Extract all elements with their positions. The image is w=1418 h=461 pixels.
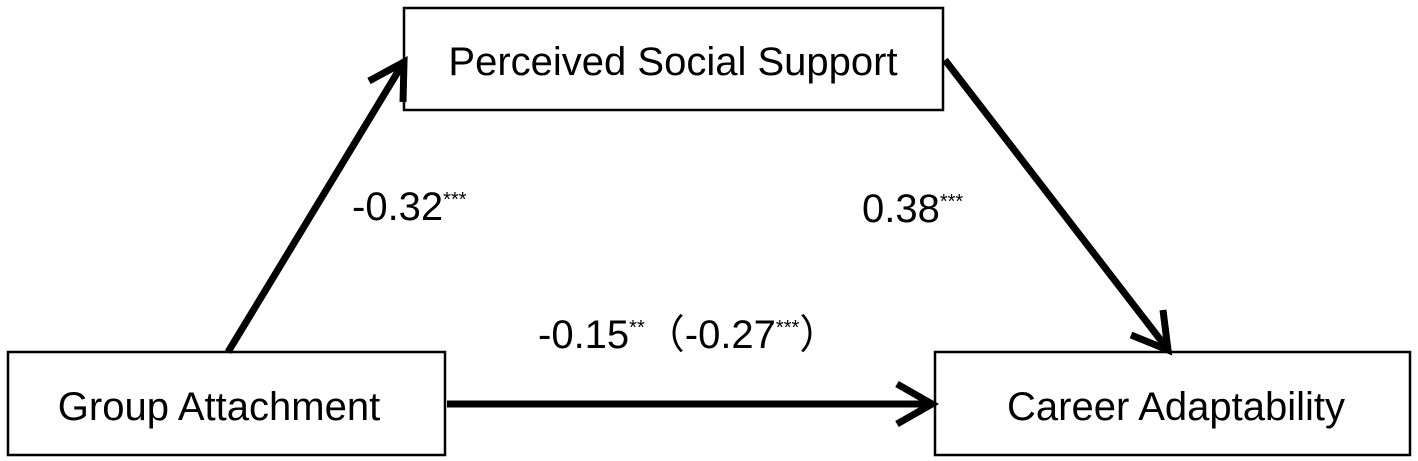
coefficient: 0.38 — [862, 187, 940, 231]
node-label: Perceived Social Support — [448, 40, 897, 84]
total-coefficient: -0.27 — [685, 313, 776, 357]
node-label: Career Adaptability — [1007, 385, 1345, 429]
edge-label: 0.38*** — [862, 187, 963, 231]
node-box — [6, 350, 447, 457]
total-significance: *** — [776, 317, 800, 339]
coefficient: -0.15 — [538, 313, 629, 357]
arrowhead — [1129, 309, 1173, 356]
node-label: Group Attachment — [58, 385, 380, 429]
arrow — [225, 63, 405, 354]
parenthesis: （ — [645, 313, 685, 357]
node-box — [402, 6, 945, 112]
edge-label: -0.32*** — [352, 185, 467, 229]
parenthesis: ） — [799, 313, 839, 357]
arrowhead — [367, 56, 408, 103]
significance: *** — [940, 191, 964, 213]
significance: ** — [629, 317, 645, 339]
coefficient: -0.32 — [352, 185, 443, 229]
node-box — [933, 350, 1412, 457]
arrowhead — [895, 380, 940, 428]
significance: *** — [443, 189, 467, 211]
arrow — [942, 57, 1169, 350]
edge-label: -0.15**（-0.27***） — [538, 313, 839, 357]
